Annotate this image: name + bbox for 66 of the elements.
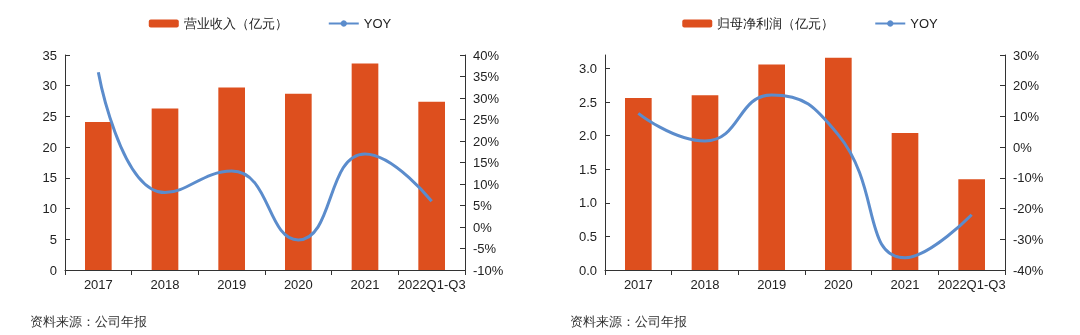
x-tick-label: 2020 — [283, 277, 313, 292]
text: 资料来源：公司年报 — [30, 313, 147, 331]
y-tick-label: 10 — [42, 201, 57, 217]
text: 资料来源：公司年报 — [570, 313, 687, 331]
y-tick-label: 30 — [42, 78, 57, 94]
y-tick-label: 20 — [42, 139, 57, 155]
y2-tick-label: 15% — [473, 155, 500, 170]
y2-tick-label: 30% — [473, 90, 500, 106]
y2-tick-label: -30% — [1013, 231, 1044, 247]
bar — [151, 108, 179, 270]
legend-label: YOY — [910, 16, 939, 31]
y2-tick-label: 30% — [1013, 47, 1040, 63]
bar — [691, 95, 719, 270]
x-tick-label: 2018 — [150, 277, 180, 292]
y-tick-label: 2.0 — [578, 128, 597, 144]
legend-label: 营业收入（亿元） — [183, 16, 288, 31]
bar — [418, 101, 445, 270]
y2-tick-label: 20% — [1013, 78, 1040, 94]
x-tick-label: 2021 — [890, 277, 920, 292]
bar — [85, 121, 112, 270]
x-tick-label: 2021 — [350, 277, 380, 292]
y2-tick-label: 0% — [473, 219, 493, 235]
y2-tick-label: 10% — [1013, 108, 1040, 124]
y-tick-label: 5 — [49, 231, 57, 247]
y-tick-label: 1.5 — [578, 161, 597, 177]
y2-tick-label: 40% — [473, 47, 500, 63]
y2-tick-label: 20% — [473, 133, 500, 149]
y2-tick-label: 35% — [473, 69, 500, 84]
y-tick-label: 0 — [49, 262, 57, 278]
y2-tick-label: -40% — [1013, 262, 1044, 278]
x-tick-label: 2020 — [823, 277, 853, 292]
bar — [758, 64, 785, 270]
legend-label: 归母净利润（亿元） — [717, 16, 835, 31]
bar — [958, 179, 985, 270]
y-tick-label: 15 — [42, 170, 57, 186]
x-tick-label: 2022Q1-Q3 — [937, 277, 1006, 292]
line-series — [636, 93, 974, 260]
x-tick-label: 2019 — [217, 277, 247, 292]
y2-tick-label: -20% — [1013, 201, 1044, 217]
x-tick-label: 2017 — [623, 277, 653, 292]
y-tick-label: 25 — [42, 108, 57, 124]
y-tick-label: 3.0 — [578, 60, 597, 76]
y2-tick-label: -10% — [473, 262, 504, 278]
bar — [625, 98, 652, 270]
x-tick-label: 2018 — [690, 277, 720, 292]
y2-tick-label: 25% — [473, 112, 500, 127]
bar — [285, 93, 312, 270]
y2-tick-label: 5% — [473, 198, 493, 213]
line-series — [96, 70, 434, 242]
y2-tick-label: 0% — [1013, 139, 1033, 155]
bar — [891, 132, 919, 270]
y2-tick-label: -5% — [473, 241, 497, 256]
y-tick-label: 35 — [42, 47, 57, 63]
x-tick-label: 2022Q1-Q3 — [397, 277, 466, 292]
bar — [218, 87, 245, 270]
x-tick-label: 2019 — [757, 277, 787, 292]
y-tick-label: 0.0 — [578, 262, 597, 278]
legend-label: YOY — [363, 16, 392, 31]
y-tick-label: 0.5 — [578, 228, 597, 244]
bar — [351, 63, 379, 270]
y2-tick-label: -10% — [1013, 170, 1044, 186]
x-tick-label: 2017 — [83, 277, 113, 292]
bar — [825, 57, 852, 270]
y-tick-label: 1.0 — [578, 195, 597, 211]
y2-tick-label: 10% — [473, 176, 500, 192]
y-tick-label: 2.5 — [578, 94, 597, 110]
